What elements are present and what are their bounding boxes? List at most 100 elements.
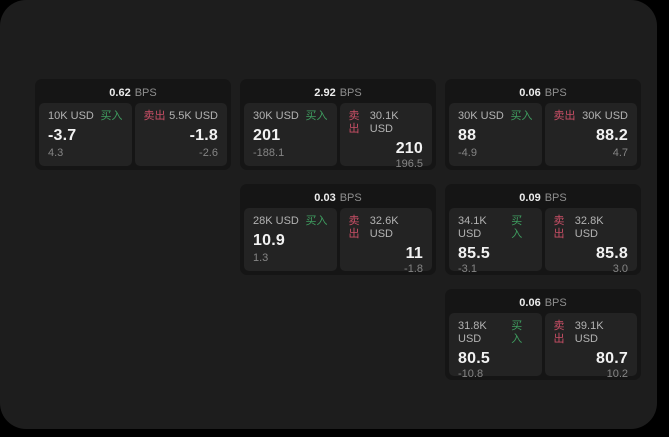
quote-card: 0.62 BPS 10K USD 买入 -3.7 4.3 卖出 5.5K USD … — [35, 79, 231, 170]
quote-card: 2.92 BPS 30K USD 买入 201 -188.1 卖出 30.1K U… — [240, 79, 436, 170]
buy-panel[interactable]: 10K USD 买入 -3.7 4.3 — [39, 103, 132, 166]
spread-value: 0.06 — [519, 297, 541, 309]
buy-panel[interactable]: 31.8K USD 买入 80.5 -10.8 — [449, 313, 542, 380]
sell-price: 85.8 — [596, 245, 628, 262]
spread-header: 0.03 BPS — [244, 188, 432, 208]
buy-panel[interactable]: 34.1K USD 买入 85.5 -3.1 — [449, 208, 542, 275]
sell-panel[interactable]: 卖出 39.1K USD 80.7 10.2 — [544, 313, 637, 380]
buy-price: -3.7 — [48, 127, 77, 144]
buy-tag: 买入 — [510, 110, 533, 122]
buy-panel-top: 30K USD 买入 — [253, 110, 328, 123]
spread-value: 2.92 — [314, 87, 336, 99]
sell-price: 88.2 — [596, 127, 628, 144]
buy-price: 80.5 — [458, 350, 490, 367]
spread-header: 0.62 BPS — [39, 83, 227, 103]
bps-unit-label: BPS — [339, 87, 362, 99]
spread-header: 0.09 BPS — [449, 188, 637, 208]
spread-value: 0.06 — [519, 87, 541, 99]
sell-amount: 30K USD — [582, 110, 628, 122]
spread-header: 0.06 BPS — [449, 293, 637, 313]
sell-tag: 卖出 — [553, 215, 565, 240]
buy-tag: 买入 — [511, 215, 523, 240]
sell-amount: 5.5K USD — [169, 110, 218, 122]
buy-tag: 买入 — [305, 110, 328, 122]
quote-panels: 34.1K USD 买入 85.5 -3.1 卖出 32.8K USD 85.8… — [449, 208, 637, 275]
buy-amount: 10K USD — [48, 110, 94, 122]
quote-card: 0.09 BPS 34.1K USD 买入 85.5 -3.1 卖出 32.8K … — [445, 184, 641, 275]
spread-value: 0.62 — [109, 87, 131, 99]
sell-panel[interactable]: 卖出 30.1K USD 210 196.5 — [339, 103, 432, 170]
quote-panels: 28K USD 买入 10.9 1.3 卖出 32.6K USD 11 -1.8 — [244, 208, 432, 275]
sell-delta: -1.8 — [404, 263, 423, 275]
quote-card: 0.06 BPS 31.8K USD 买入 80.5 -10.8 卖出 39.1K… — [445, 289, 641, 380]
sell-panel[interactable]: 卖出 5.5K USD -1.8 -2.6 — [134, 103, 227, 166]
spread-header: 0.06 BPS — [449, 83, 637, 103]
buy-amount: 30K USD — [253, 110, 299, 122]
sell-amount: 39.1K USD — [574, 320, 604, 345]
bps-unit-label: BPS — [544, 297, 567, 309]
sell-price: 80.7 — [596, 350, 628, 367]
sell-tag: 卖出 — [143, 110, 166, 122]
bps-unit-label: BPS — [134, 87, 157, 99]
spread-value: 0.03 — [314, 192, 336, 204]
sell-tag: 卖出 — [553, 110, 576, 122]
sell-delta: 10.2 — [606, 368, 628, 380]
buy-amount: 28K USD — [253, 215, 299, 227]
sell-delta: -2.6 — [199, 147, 218, 159]
bps-unit-label: BPS — [339, 192, 362, 204]
buy-panel[interactable]: 28K USD 买入 10.9 1.3 — [244, 208, 337, 271]
sell-amount: 32.8K USD — [574, 215, 604, 240]
buy-panel-top: 28K USD 买入 — [253, 215, 328, 228]
sell-panel-top: 卖出 5.5K USD — [144, 110, 219, 123]
sell-tag: 卖出 — [348, 215, 360, 240]
buy-delta: -188.1 — [253, 147, 285, 159]
sell-panel-top: 卖出 32.8K USD — [554, 215, 629, 241]
quote-panels: 30K USD 买入 88 -4.9 卖出 30K USD 88.2 4.7 — [449, 103, 637, 166]
sell-tag: 卖出 — [348, 110, 360, 135]
quote-card: 0.03 BPS 28K USD 买入 10.9 1.3 卖出 32.6K USD… — [240, 184, 436, 275]
buy-tag: 买入 — [100, 110, 123, 122]
sell-tag: 卖出 — [553, 320, 565, 345]
buy-delta: -10.8 — [458, 368, 484, 380]
buy-tag: 买入 — [305, 215, 328, 227]
sell-delta: 196.5 — [395, 158, 423, 170]
sell-amount: 32.6K USD — [369, 215, 399, 240]
sell-panel-top: 卖出 30K USD — [554, 110, 629, 123]
app-background: 0.62 BPS 10K USD 买入 -3.7 4.3 卖出 5.5K USD … — [0, 0, 657, 429]
sell-panel-top: 卖出 39.1K USD — [554, 320, 629, 346]
sell-price: 210 — [395, 140, 423, 157]
quote-panels: 30K USD 买入 201 -188.1 卖出 30.1K USD 210 1… — [244, 103, 432, 170]
buy-price: 88 — [458, 127, 477, 144]
buy-amount: 30K USD — [458, 110, 504, 122]
buy-panel[interactable]: 30K USD 买入 88 -4.9 — [449, 103, 542, 166]
buy-delta: -3.1 — [458, 263, 477, 275]
buy-panel-top: 10K USD 买入 — [48, 110, 123, 123]
buy-tag: 买入 — [511, 320, 523, 345]
buy-panel-top: 34.1K USD 买入 — [458, 215, 533, 241]
sell-panel-top: 卖出 30.1K USD — [349, 110, 424, 136]
sell-panel[interactable]: 卖出 32.8K USD 85.8 3.0 — [544, 208, 637, 275]
sell-panel[interactable]: 卖出 32.6K USD 11 -1.8 — [339, 208, 432, 275]
buy-delta: 4.3 — [48, 147, 64, 159]
quote-panels: 10K USD 买入 -3.7 4.3 卖出 5.5K USD -1.8 -2.… — [39, 103, 227, 166]
buy-price: 10.9 — [253, 232, 285, 249]
sell-panel-top: 卖出 32.6K USD — [349, 215, 424, 241]
sell-delta: 3.0 — [612, 263, 628, 275]
buy-panel[interactable]: 30K USD 买入 201 -188.1 — [244, 103, 337, 166]
buy-panel-top: 31.8K USD 买入 — [458, 320, 533, 346]
quote-card: 0.06 BPS 30K USD 买入 88 -4.9 卖出 30K USD 88… — [445, 79, 641, 170]
buy-delta: 1.3 — [253, 252, 269, 264]
buy-amount: 31.8K USD — [458, 320, 487, 345]
spread-value: 0.09 — [519, 192, 541, 204]
bps-unit-label: BPS — [544, 87, 567, 99]
sell-panel[interactable]: 卖出 30K USD 88.2 4.7 — [544, 103, 637, 166]
buy-panel-top: 30K USD 买入 — [458, 110, 533, 123]
buy-amount: 34.1K USD — [458, 215, 487, 240]
sell-price: -1.8 — [189, 127, 218, 144]
buy-delta: -4.9 — [458, 147, 477, 159]
bps-unit-label: BPS — [544, 192, 567, 204]
cards-grid: 0.62 BPS 10K USD 买入 -3.7 4.3 卖出 5.5K USD … — [35, 79, 641, 380]
buy-price: 201 — [253, 127, 281, 144]
sell-amount: 30.1K USD — [369, 110, 399, 135]
buy-price: 85.5 — [458, 245, 490, 262]
